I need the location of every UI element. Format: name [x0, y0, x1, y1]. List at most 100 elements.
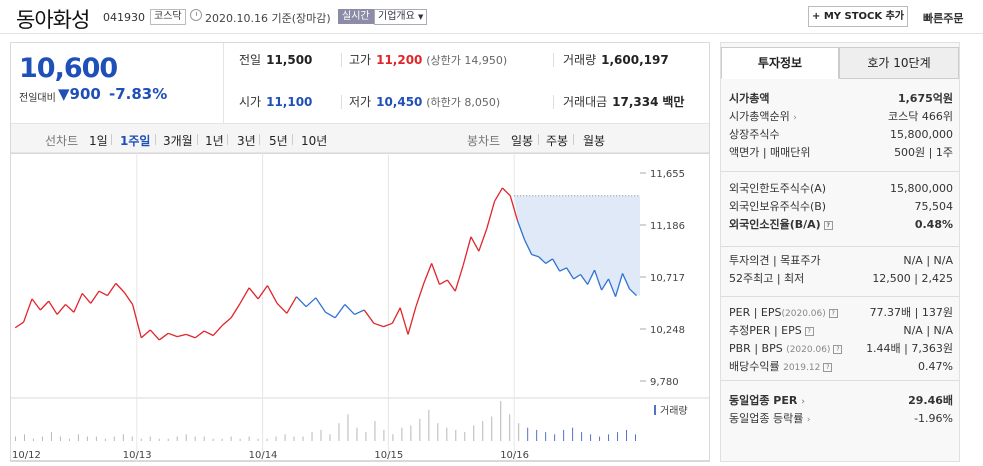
price-line-segment — [363, 309, 375, 324]
price-line-segment — [454, 265, 464, 292]
stock-name: 동아화성 — [16, 8, 90, 32]
x-tick-label: 10/12 — [12, 450, 41, 461]
base-date: 2020.10.16 기준(장마감) — [205, 12, 331, 25]
price-line-segment — [399, 307, 409, 335]
quote-amount: 거래대금 17,334 백만 — [563, 95, 685, 109]
price-line-segment — [334, 304, 346, 319]
quote-high: 고가 11,200 (상한가 14,950) — [349, 53, 508, 67]
quote-volume: 거래량 1,600,197 — [563, 53, 669, 67]
tab-invest-info[interactable]: 투자정보 — [721, 47, 839, 79]
help-icon: ? — [823, 220, 833, 230]
line-chart-label: 선차트 — [45, 134, 79, 148]
price-line-segment — [194, 330, 205, 339]
y-tick-label: 11,186 — [650, 221, 685, 232]
price-line-segment — [391, 307, 401, 324]
clock-icon — [190, 9, 202, 21]
help-icon: ? — [804, 326, 814, 336]
current-price: 10,600 — [19, 53, 118, 84]
price-line-segment — [493, 187, 503, 202]
add-mystock-button[interactable]: + MY STOCK 추가 — [808, 6, 908, 27]
price-line-segment — [14, 321, 24, 329]
price-line-segment — [203, 330, 214, 337]
price-line-segment — [545, 258, 553, 264]
price-line-segment — [115, 282, 125, 293]
candle-monthly[interactable]: 월봉 — [583, 134, 606, 148]
price-line-segment — [22, 298, 33, 323]
price-line-segment — [98, 290, 108, 297]
x-tick-label: 10/13 — [123, 450, 152, 461]
price-line-segment — [73, 293, 83, 313]
price-line-segment — [439, 279, 448, 286]
market-badge: 코스닥 — [150, 9, 186, 25]
price-line-segment — [383, 322, 393, 328]
price-line-segment — [65, 303, 75, 313]
y-tick-label: 10,717 — [650, 273, 685, 284]
period-5y[interactable]: 5년 — [269, 134, 288, 148]
price-line-segment — [131, 304, 142, 338]
period-3m[interactable]: 3개월 — [163, 134, 193, 148]
price-line-segment — [39, 300, 50, 311]
price-line-segment — [446, 279, 456, 292]
period-1w[interactable]: 1주일 — [120, 134, 151, 148]
price-line-segment — [315, 297, 327, 313]
company-overview-dropdown[interactable]: 기업개요 ▼ — [374, 9, 428, 25]
price-line-segment — [566, 267, 575, 280]
price-line-segment — [407, 306, 417, 335]
price-line-segment — [266, 285, 278, 304]
period-3y[interactable]: 3년 — [237, 134, 256, 148]
stock-code: 041930 — [103, 11, 145, 24]
price-line-segment — [48, 300, 58, 315]
change-percent: -7.83% — [109, 85, 168, 103]
period-1d[interactable]: 1일 — [89, 134, 108, 148]
price-line-segment — [552, 258, 561, 272]
chart-frame — [10, 153, 710, 461]
price-line-segment — [31, 298, 41, 311]
price-line-segment — [344, 304, 355, 315]
change-label: 전일대비 — [19, 93, 56, 104]
price-line-segment — [431, 263, 441, 285]
price-line-segment — [373, 322, 384, 328]
price-line-segment — [248, 287, 259, 300]
price-line-segment — [486, 201, 496, 230]
candle-daily[interactable]: 일봉 — [511, 134, 534, 148]
price-line-segment — [158, 332, 169, 341]
stock-header: 동아화성 041930 코스닥 2020.10.16 기준(장마감) 실시간 기… — [0, 0, 983, 34]
period-bar: 선차트 1일 1주일 3개월 1년 3년 5년 10년 봉차트 일봉 주봉 월봉 — [11, 123, 709, 153]
price-line-segment — [177, 333, 187, 338]
price-line-segment — [621, 273, 631, 290]
price-line-segment — [607, 278, 617, 297]
price-line-segment — [415, 283, 425, 307]
price-line-segment — [478, 228, 488, 252]
price-line-segment — [286, 296, 298, 314]
price-line-segment — [257, 285, 268, 300]
quote-low: 저가 10,450 (하한가 8,050) — [349, 95, 501, 109]
investment-info-panel: 투자정보 호가 10단계 시가총액 1,675억원 시가총액순위 › 코스닥 466… — [720, 42, 960, 462]
price-line-segment — [586, 269, 596, 285]
period-10y[interactable]: 10년 — [301, 134, 328, 148]
help-icon: ? — [828, 308, 838, 318]
current-price-box: 10,600 전일대비 ▼900 -7.83% — [11, 43, 224, 123]
tab-level10[interactable]: 호가 10단계 — [839, 47, 959, 79]
y-tick-label: 11,655 — [650, 169, 685, 180]
price-line-segment — [354, 309, 365, 316]
volume-label: 거래량 — [660, 405, 688, 417]
candle-weekly[interactable]: 주봉 — [546, 134, 569, 148]
down-arrow-icon: ▼ — [58, 85, 70, 103]
change-area — [514, 195, 640, 297]
price-chart[interactable]: 10/12 10/13 10/14 10/15 10/16 11,655 11,186 10,… — [10, 153, 710, 462]
period-1y[interactable]: 1년 — [205, 134, 224, 148]
price-line-segment — [168, 332, 178, 338]
price-line-segment — [149, 329, 160, 341]
quick-order-link[interactable]: 빠른주문 — [923, 12, 964, 25]
quote-prev: 전일 11,500 — [239, 53, 313, 67]
price-line-segment — [305, 297, 317, 308]
realtime-button[interactable]: 실시간 — [338, 9, 374, 24]
help-icon: ? — [833, 344, 843, 354]
price-line-segment — [230, 303, 241, 319]
price-line-segment — [212, 325, 223, 336]
price-line-segment — [81, 292, 92, 304]
price-line-segment — [601, 278, 610, 291]
price-line-segment — [580, 274, 589, 285]
price-line-segment — [531, 253, 539, 258]
price-line-segment — [593, 269, 603, 291]
